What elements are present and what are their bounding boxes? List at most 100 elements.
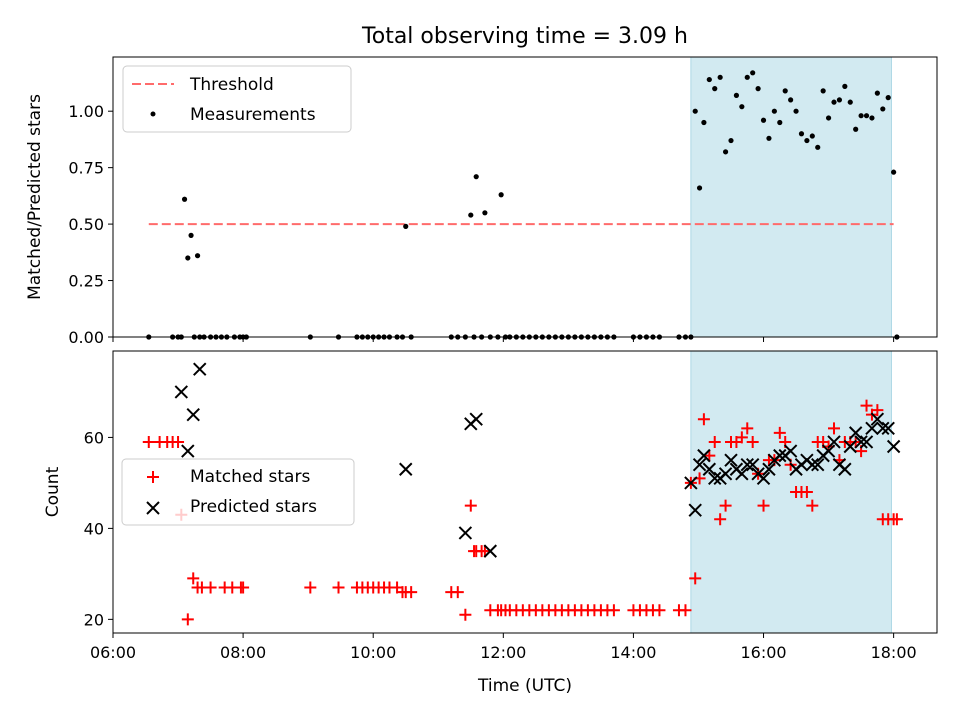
measurement-point xyxy=(733,92,740,98)
measurement-point xyxy=(771,108,777,114)
matched-star-point xyxy=(714,513,727,526)
predicted-stars-points xyxy=(174,362,901,558)
measurement-point xyxy=(766,135,772,141)
measurement-point xyxy=(825,115,832,121)
x-tick-label: 14:00 xyxy=(610,643,656,662)
predicted-star-point xyxy=(859,435,874,449)
matched-legend-marker xyxy=(147,471,159,483)
measurement-point xyxy=(815,144,821,150)
matched-star-point xyxy=(478,545,491,558)
top-legend-box xyxy=(122,65,352,133)
matched-star-point xyxy=(757,499,770,512)
measurement-point xyxy=(739,104,745,110)
predicted-star-point xyxy=(762,462,776,476)
measurement-point xyxy=(706,76,712,83)
predicted-star-point xyxy=(870,412,885,426)
measurement-point xyxy=(482,210,488,216)
top-observing-span xyxy=(690,56,892,338)
x-tick-label: 10:00 xyxy=(350,643,396,662)
predicted-star-point xyxy=(886,439,901,454)
measurement-point xyxy=(874,90,880,96)
threshold-legend-label: Threshold xyxy=(189,75,274,95)
top-legend: Threshold Measurements xyxy=(122,65,352,133)
top-y-tick-label: 0.25 xyxy=(68,272,104,291)
measurement-point xyxy=(885,95,891,101)
predicted-star-point xyxy=(805,458,820,472)
bottom-axis-ticks: 20 40 60 06:00 08:00 10:00 12:00 14:00 16:00 18:0… xyxy=(84,428,917,662)
measurement-point xyxy=(498,192,504,198)
measurement-point xyxy=(712,86,718,92)
measurement-point xyxy=(692,108,698,114)
matched-star-point xyxy=(697,413,710,426)
predicted-star-point xyxy=(854,435,868,449)
measurement-point xyxy=(831,99,837,105)
predicted-star-point xyxy=(399,462,413,476)
top-measurement-points xyxy=(146,70,900,340)
predicted-star-point xyxy=(773,448,787,463)
measurement-point xyxy=(798,131,805,137)
measurement-point xyxy=(744,74,750,80)
top-y-tick-label: 0.50 xyxy=(68,215,104,234)
x-tick-label: 06:00 xyxy=(90,643,136,662)
matched-star-point xyxy=(746,435,759,448)
predicted-star-point xyxy=(745,458,760,472)
measurement-point xyxy=(717,74,723,80)
bottom-plot-frame xyxy=(112,350,938,634)
matched-star-point xyxy=(735,431,748,444)
bottom-y-axis-label: Count xyxy=(43,466,63,517)
top-observing-span-layer xyxy=(690,56,892,338)
measurement-point xyxy=(194,253,201,259)
predicted-star-point xyxy=(174,385,189,399)
measurement-point xyxy=(701,119,707,126)
predicted-star-point xyxy=(783,444,798,458)
predicted-star-point xyxy=(827,435,841,449)
matched-star-point xyxy=(860,399,873,412)
bottom-y-tick-label: 60 xyxy=(84,428,104,447)
matched-star-point xyxy=(708,435,721,448)
measurement-point xyxy=(181,196,188,202)
predicted-star-point xyxy=(684,476,698,490)
measurement-point xyxy=(809,133,815,139)
matched-star-point xyxy=(800,486,813,498)
predicted-star-point xyxy=(848,426,863,440)
top-y-tick-label: 0.75 xyxy=(68,159,104,178)
measurement-point xyxy=(728,137,734,144)
predicted-star-point xyxy=(458,526,473,540)
predicted-star-point xyxy=(881,421,895,436)
x-axis-label: Time (UTC) xyxy=(477,676,572,696)
predicted-legend-label: Predicted stars xyxy=(190,497,317,517)
predicted-star-point xyxy=(876,421,890,436)
matched-star-point xyxy=(181,613,194,626)
measurement-point xyxy=(468,212,474,218)
matched-star-point xyxy=(607,604,620,617)
matched-star-point xyxy=(459,608,472,621)
matched-star-point xyxy=(142,435,155,448)
measurements-legend-marker xyxy=(150,111,156,117)
top-axis-ticks: 0.00 0.25 0.50 0.75 1.00 xyxy=(68,102,895,347)
measurement-point xyxy=(858,113,864,119)
measurement-point xyxy=(760,117,767,123)
bottom-y-tick-label: 20 xyxy=(84,610,104,629)
top-y-tick-label: 0.00 xyxy=(68,328,104,347)
predicted-star-point xyxy=(865,421,879,436)
measurement-point xyxy=(750,70,756,76)
matched-star-point xyxy=(172,435,185,448)
x-tick-label: 12:00 xyxy=(480,643,526,662)
matched-star-point xyxy=(871,404,884,417)
bottom-panel: 20 40 60 06:00 08:00 10:00 12:00 14:00 16:00 18:0… xyxy=(43,350,938,696)
predicted-star-point xyxy=(483,544,498,558)
matched-star-point xyxy=(304,581,317,594)
measurements-legend-label: Measurements xyxy=(190,105,316,125)
predicted-star-point xyxy=(708,471,722,486)
x-tick-label: 16:00 xyxy=(740,643,786,662)
top-panel: 0.00 0.25 0.50 0.75 1.00 Matched/Predicted s… xyxy=(25,56,938,347)
top-plot-frame xyxy=(112,56,938,338)
measurement-point xyxy=(853,126,859,132)
predicted-star-point xyxy=(718,467,733,481)
bottom-legend-box xyxy=(121,458,355,526)
predicted-star-point xyxy=(735,467,749,481)
measurement-point xyxy=(804,137,810,144)
matched-star-point xyxy=(828,422,840,435)
predicted-star-point xyxy=(724,453,738,467)
measurement-point xyxy=(820,88,826,94)
